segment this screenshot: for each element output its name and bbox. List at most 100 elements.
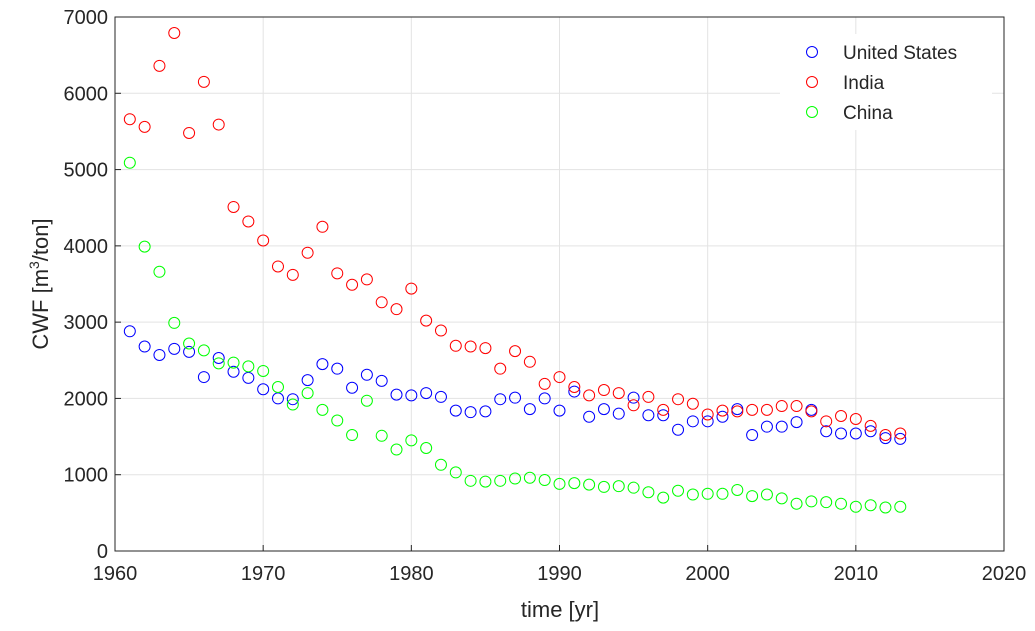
legend-marker-united-states	[806, 46, 818, 58]
data-point-united-states	[479, 405, 492, 418]
data-point-china	[286, 398, 299, 411]
data-point-united-states	[686, 415, 699, 428]
data-point-united-states	[894, 432, 907, 445]
data-point-china	[746, 490, 759, 503]
data-point-india	[420, 314, 433, 327]
legend-label-china: China	[843, 103, 893, 124]
y-tick-label: 6000	[64, 83, 109, 105]
y-tick-label: 3000	[64, 312, 109, 334]
data-point-india	[583, 389, 596, 402]
data-point-china	[301, 387, 314, 400]
data-point-china	[346, 429, 359, 442]
data-point-united-states	[227, 365, 240, 378]
data-point-india	[301, 246, 314, 259]
data-point-united-states	[331, 362, 344, 375]
data-point-india	[805, 405, 818, 418]
legend-box	[780, 34, 992, 130]
data-point-india	[464, 340, 477, 353]
data-point-united-states	[390, 388, 403, 401]
data-point-india	[390, 303, 403, 316]
data-point-china	[153, 265, 166, 278]
data-point-china	[405, 434, 418, 447]
data-point-united-states	[835, 427, 848, 440]
data-point-india	[716, 404, 729, 417]
legend-marker-india	[806, 76, 818, 88]
x-tick-label: 2020	[982, 563, 1027, 585]
data-point-india	[627, 399, 640, 412]
x-tick-label: 1990	[537, 563, 582, 585]
data-point-china	[523, 471, 536, 484]
data-point-china	[138, 240, 151, 253]
data-point-china	[568, 477, 581, 490]
data-point-india	[346, 278, 359, 291]
data-point-china	[360, 394, 373, 407]
data-point-india	[316, 220, 329, 233]
data-point-china	[627, 481, 640, 494]
data-point-china	[227, 356, 240, 369]
data-point-united-states	[820, 425, 833, 438]
data-point-china	[760, 488, 773, 501]
data-point-india	[597, 384, 610, 397]
y-axis-label-superscript: 3	[26, 261, 42, 269]
data-point-china	[494, 474, 507, 487]
data-point-united-states	[375, 374, 388, 387]
data-point-united-states	[568, 385, 581, 398]
data-point-united-states	[286, 393, 299, 406]
data-point-india	[538, 377, 551, 390]
data-point-china	[212, 357, 225, 370]
data-point-united-states	[197, 371, 210, 384]
data-point-india	[568, 380, 581, 393]
data-point-india	[894, 427, 907, 440]
data-point-united-states	[509, 391, 522, 404]
series-india	[123, 27, 907, 442]
data-point-china	[168, 316, 181, 329]
data-point-united-states	[627, 391, 640, 404]
data-point-china	[434, 458, 447, 471]
data-point-china	[701, 487, 714, 500]
data-point-china	[864, 499, 877, 512]
y-tick-label: 7000	[64, 7, 109, 29]
data-point-china	[197, 344, 210, 357]
data-point-united-states	[523, 403, 536, 416]
data-point-united-states	[583, 410, 596, 423]
y-tick-label: 4000	[64, 236, 109, 258]
data-point-india	[760, 403, 773, 416]
y-tick-label: 2000	[64, 388, 109, 410]
data-point-india	[138, 120, 151, 133]
data-point-china	[879, 501, 892, 514]
data-point-united-states	[746, 429, 759, 442]
data-point-india	[820, 415, 833, 428]
x-axis-label: time [yr]	[521, 597, 599, 622]
data-point-china	[509, 472, 522, 485]
data-point-united-states	[790, 416, 803, 429]
data-point-united-states	[538, 392, 551, 405]
data-point-united-states	[775, 420, 788, 433]
data-point-india	[509, 345, 522, 358]
data-point-india	[434, 324, 447, 337]
series-united-states	[123, 325, 907, 445]
data-point-india	[731, 405, 744, 418]
data-point-united-states	[449, 404, 462, 417]
data-point-united-states	[434, 390, 447, 403]
data-point-india	[197, 75, 210, 88]
data-point-china	[479, 475, 492, 488]
data-point-united-states	[168, 342, 181, 355]
data-point-united-states	[879, 432, 892, 445]
data-point-united-states	[464, 406, 477, 419]
data-point-india	[835, 409, 848, 422]
data-point-china	[123, 156, 136, 169]
data-point-china	[805, 495, 818, 508]
y-axis-label: CWF [m3/ton]	[26, 218, 53, 349]
data-point-india	[227, 200, 240, 213]
data-point-united-states	[405, 389, 418, 402]
data-point-united-states	[760, 420, 773, 433]
data-point-india	[775, 400, 788, 413]
y-tick-label: 0	[97, 541, 108, 563]
data-point-india	[790, 400, 803, 413]
data-point-china	[820, 496, 833, 509]
data-point-india	[212, 118, 225, 131]
legend-label-india: India	[843, 73, 885, 94]
data-point-china	[271, 380, 284, 393]
data-point-china	[790, 497, 803, 510]
